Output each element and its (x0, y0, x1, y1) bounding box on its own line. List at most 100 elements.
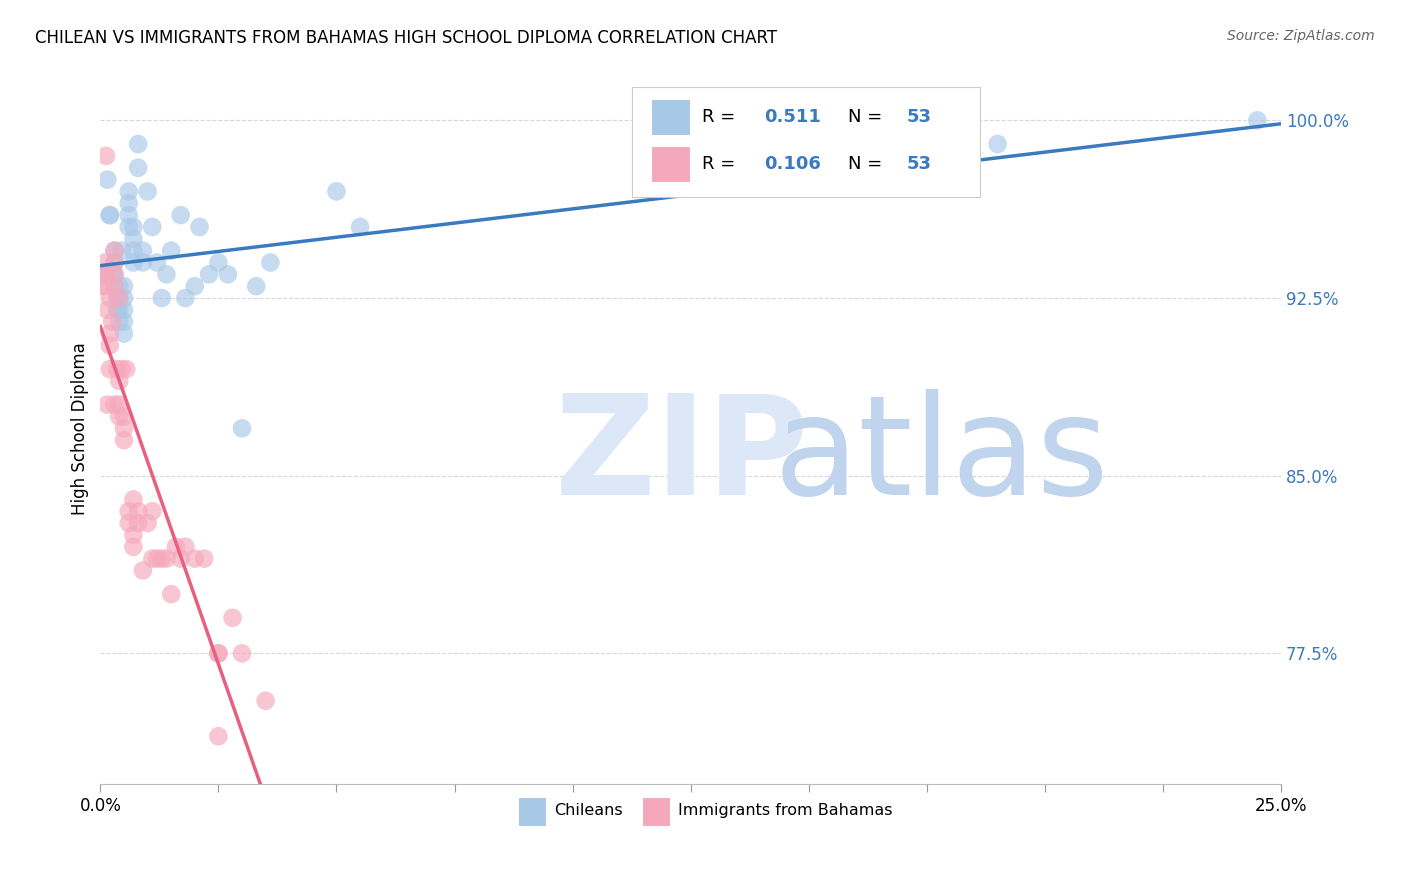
Point (122, 492, 145, 507)
Bar (652, 100, 689, 134)
Point (110, 362, 132, 376)
Text: Immigrants from Bahamas: Immigrants from Bahamas (678, 803, 893, 818)
Point (193, 551, 215, 566)
Point (127, 516, 149, 530)
Point (108, 291, 131, 305)
Point (349, 219, 371, 234)
Point (112, 279, 135, 293)
Point (141, 219, 163, 234)
Point (108, 409, 131, 424)
Point (98, 326, 121, 341)
Point (103, 268, 125, 282)
Point (184, 279, 207, 293)
Point (103, 255, 125, 269)
Point (98, 208, 121, 222)
Point (188, 219, 211, 234)
Point (105, 362, 128, 376)
Point (118, 219, 141, 234)
Text: ZIP: ZIP (555, 389, 810, 524)
Text: 0.511: 0.511 (763, 108, 821, 126)
Point (94, 268, 117, 282)
Point (112, 315, 135, 329)
Text: Chileans: Chileans (554, 803, 623, 818)
Point (103, 279, 125, 293)
Point (103, 255, 125, 269)
Point (150, 291, 173, 305)
Point (103, 268, 125, 282)
Y-axis label: High School Diploma: High School Diploma (72, 342, 89, 515)
Point (98, 362, 121, 376)
Point (108, 315, 131, 329)
Point (122, 219, 145, 234)
Point (160, 244, 183, 258)
Point (103, 244, 125, 258)
Point (94, 268, 117, 282)
Text: atlas: atlas (773, 389, 1109, 524)
Point (127, 136, 149, 151)
Point (217, 268, 239, 282)
Point (146, 551, 169, 566)
Point (108, 398, 131, 412)
Point (132, 244, 155, 258)
Point (103, 398, 125, 412)
Point (150, 551, 173, 566)
Point (112, 421, 135, 435)
Text: CHILEAN VS IMMIGRANTS FROM BAHAMAS HIGH SCHOOL DIPLOMA CORRELATION CHART: CHILEAN VS IMMIGRANTS FROM BAHAMAS HIGH … (35, 29, 778, 46)
Point (103, 279, 125, 293)
Point (325, 185, 347, 199)
Text: N =: N = (848, 108, 887, 126)
Point (112, 326, 135, 341)
Point (118, 504, 141, 518)
Point (108, 291, 131, 305)
Point (105, 291, 128, 305)
Point (110, 244, 132, 258)
Point (231, 646, 253, 660)
Point (93, 268, 115, 282)
Point (174, 540, 197, 554)
Point (96, 398, 118, 412)
Point (101, 268, 124, 282)
Text: N =: N = (848, 155, 887, 173)
Point (184, 551, 207, 566)
Point (259, 255, 281, 269)
Text: R =: R = (703, 108, 741, 126)
Point (115, 362, 138, 376)
Text: 53: 53 (907, 108, 932, 126)
Point (96, 302, 118, 317)
Point (245, 279, 267, 293)
Point (207, 255, 229, 269)
Point (141, 551, 163, 566)
Text: 53: 53 (907, 155, 932, 173)
Point (118, 208, 141, 222)
Point (207, 729, 229, 743)
Point (165, 540, 187, 554)
Point (160, 587, 183, 601)
Point (98, 338, 121, 352)
Point (108, 374, 131, 388)
Point (155, 268, 177, 282)
Point (112, 291, 135, 305)
Point (987, 136, 1010, 151)
Point (94, 279, 117, 293)
Point (105, 302, 128, 317)
Point (141, 504, 163, 518)
Point (169, 551, 191, 566)
Point (91, 279, 114, 293)
FancyBboxPatch shape (631, 87, 980, 197)
Bar (519, 797, 546, 825)
Point (112, 433, 135, 447)
Point (108, 302, 131, 317)
Point (98, 291, 121, 305)
Point (1246, 113, 1268, 128)
Point (146, 255, 169, 269)
Point (118, 196, 141, 211)
Point (112, 302, 135, 317)
Point (122, 255, 145, 269)
Point (108, 279, 131, 293)
Point (127, 161, 149, 175)
Bar (652, 147, 689, 181)
Point (103, 244, 125, 258)
Bar (644, 797, 669, 825)
Point (127, 504, 149, 518)
Point (136, 185, 159, 199)
